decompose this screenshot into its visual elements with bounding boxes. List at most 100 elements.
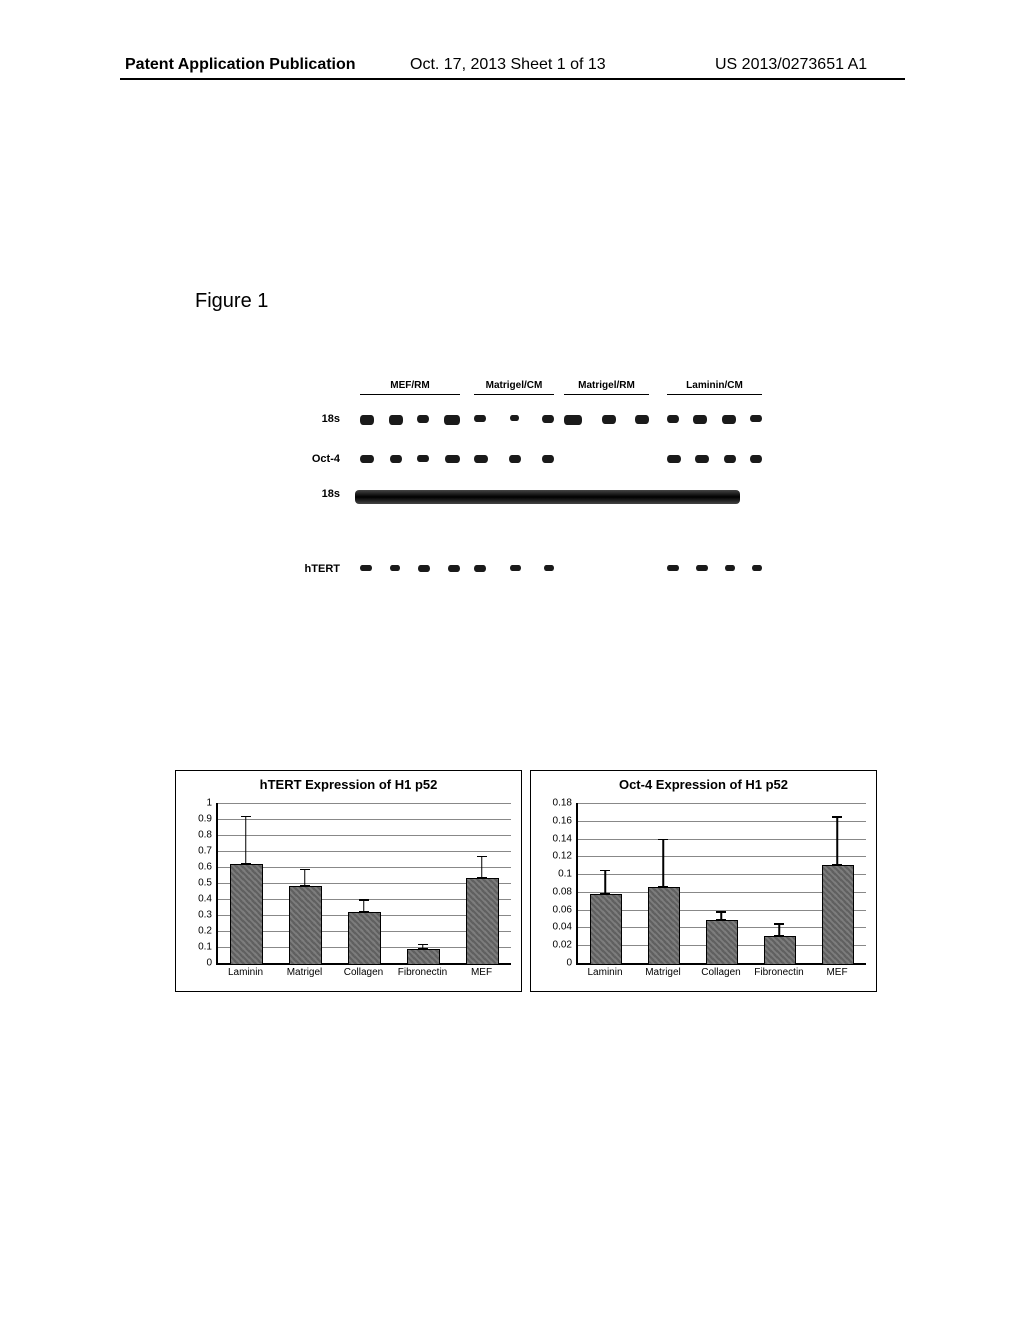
y-tick-label: 0.06 — [553, 904, 576, 915]
gel-band — [510, 415, 519, 421]
error-cap — [300, 869, 310, 871]
gel-band — [724, 455, 736, 463]
error-cap — [477, 856, 487, 858]
y-tick-label: 0.4 — [198, 894, 216, 905]
y-tick-label: 0.5 — [198, 878, 216, 889]
error-bar — [662, 839, 664, 888]
gel-col-underline — [667, 394, 762, 395]
plot-area: 00.10.20.30.40.50.60.70.80.91LamininMatr… — [216, 803, 511, 963]
grid-line — [216, 819, 511, 820]
y-tick-label: 0.12 — [553, 851, 576, 862]
y-tick-label: 0.16 — [553, 815, 576, 826]
gel-band — [602, 415, 616, 424]
header-right: US 2013/0273651 A1 — [715, 56, 867, 74]
y-tick-label: 0.6 — [198, 862, 216, 873]
bar — [466, 878, 499, 965]
error-cap — [716, 919, 726, 921]
x-tick-label: MEF — [826, 967, 847, 978]
figure-label: Figure 1 — [195, 290, 268, 313]
bar — [822, 865, 854, 965]
x-tick-label: Matrigel — [287, 967, 323, 978]
bar — [764, 936, 796, 965]
gel-col-label: Matrigel/CM — [474, 380, 554, 391]
error-cap — [774, 935, 784, 937]
gel-col-label: Laminin/CM — [667, 380, 762, 391]
gel-band — [544, 565, 554, 571]
gel-smear — [355, 490, 740, 504]
gel-row-label: Oct-4 — [300, 453, 340, 465]
x-tick-label: Collagen — [344, 967, 383, 978]
gel-band — [448, 565, 460, 572]
x-tick-label: Fibronectin — [754, 967, 803, 978]
gel-band — [635, 415, 649, 424]
gel-band — [417, 415, 429, 423]
gel-band — [750, 455, 762, 463]
x-tick-label: Matrigel — [645, 967, 681, 978]
plot-area: 00.020.040.060.080.10.120.140.160.18Lami… — [576, 803, 866, 963]
gel-band — [542, 455, 554, 463]
bar — [648, 887, 680, 965]
x-tick-label: Laminin — [587, 967, 622, 978]
y-tick-label: 0.1 — [558, 869, 576, 880]
y-tick-label: 0.04 — [553, 922, 576, 933]
error-cap — [658, 839, 668, 841]
gel-band — [390, 455, 402, 463]
grid-line — [576, 856, 866, 857]
grid-line — [576, 803, 866, 804]
gel-band — [444, 415, 460, 425]
y-tick-label: 1 — [206, 798, 216, 809]
gel-band — [418, 565, 430, 572]
gel-row-label: 18s — [300, 413, 340, 425]
gel-band — [390, 565, 400, 571]
gel-band — [542, 415, 554, 423]
gel-band — [474, 565, 486, 572]
header-center: Oct. 17, 2013 Sheet 1 of 13 — [410, 56, 606, 74]
header-rule — [120, 78, 905, 80]
chart-oct4-title: Oct-4 Expression of H1 p52 — [531, 771, 876, 792]
y-tick-label: 0.1 — [198, 942, 216, 953]
error-cap — [418, 948, 428, 950]
y-tick-label: 0 — [566, 958, 576, 969]
x-tick-label: MEF — [471, 967, 492, 978]
gel-band — [510, 565, 521, 571]
gel-band — [667, 455, 681, 463]
gel-band — [445, 455, 460, 463]
grid-line — [216, 835, 511, 836]
y-tick-label: 0.9 — [198, 814, 216, 825]
error-bar — [481, 856, 483, 878]
grid-line — [576, 839, 866, 840]
header-left: Patent Application Publication — [125, 56, 356, 74]
error-cap — [832, 864, 842, 866]
gel-col-label: Matrigel/RM — [564, 380, 649, 391]
error-cap — [359, 911, 369, 913]
gel-band — [696, 565, 708, 571]
error-bar — [778, 923, 780, 936]
error-bar — [836, 816, 838, 865]
error-cap — [241, 816, 251, 818]
error-cap — [241, 863, 251, 865]
bar — [590, 894, 622, 965]
y-tick-label: 0.02 — [553, 940, 576, 951]
error-cap — [716, 911, 726, 913]
gel-band — [360, 455, 374, 463]
grid-line — [576, 821, 866, 822]
y-tick-label: 0.7 — [198, 846, 216, 857]
grid-line — [216, 803, 511, 804]
gel-col-underline — [360, 394, 460, 395]
bar — [706, 920, 738, 965]
gel-band — [667, 415, 679, 423]
error-cap — [359, 899, 369, 901]
error-cap — [477, 877, 487, 879]
gel-col-underline — [564, 394, 649, 395]
x-tick-label: Laminin — [228, 967, 263, 978]
gel-col-underline — [474, 394, 554, 395]
error-cap — [600, 893, 610, 895]
bar — [230, 864, 263, 965]
chart-htert-title: hTERT Expression of H1 p52 — [176, 771, 521, 792]
x-tick-label: Collagen — [701, 967, 740, 978]
gel-band — [667, 565, 679, 571]
bar — [348, 912, 381, 965]
gel-band — [360, 565, 372, 571]
gel-band — [564, 415, 582, 425]
chart-htert: hTERT Expression of H1 p52 00.10.20.30.4… — [175, 770, 522, 992]
